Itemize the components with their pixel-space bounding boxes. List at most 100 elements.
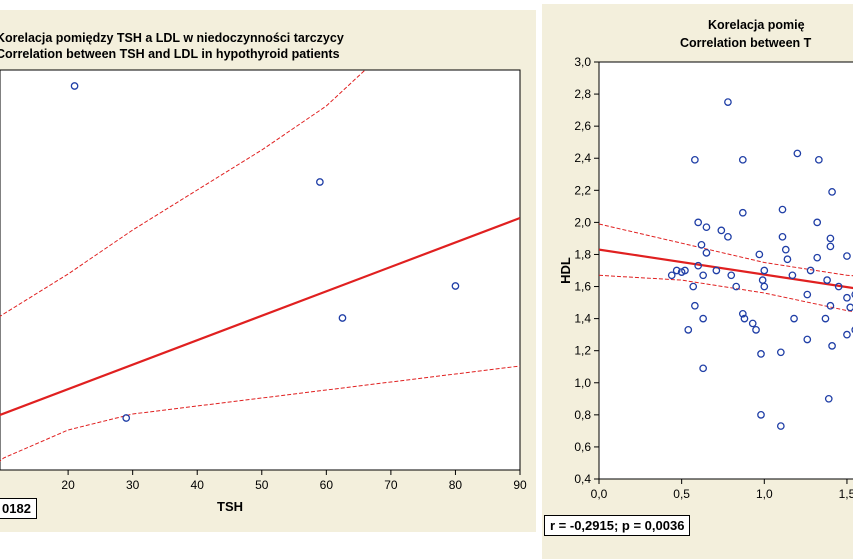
right-data-point [826,301,835,310]
right-data-point [699,314,707,323]
left-confidence-lower [0,365,520,462]
left-data-point [451,282,460,290]
right-confidence-lower [599,274,853,313]
right-data-point [843,252,851,260]
right-data-point [757,350,765,358]
right-data-point [699,364,707,373]
left-chart-panel: Korelacja pomiędzy TSH a LDL w niedoczyn… [0,10,536,532]
left-x-tick-label: 20 [61,478,75,492]
right-data-point [843,293,851,302]
right-data-point [738,208,747,217]
right-y-tick-label: 1,0 [574,376,591,390]
left-x-tick-label: 40 [191,478,205,492]
right-plot-area [598,61,853,480]
right-data-point [783,255,792,264]
right-data-point [699,271,707,280]
right-data-point [813,218,822,227]
right-data-point [828,188,836,196]
right-data-point [672,266,681,275]
right-y-tick-label: 1,8 [574,247,591,261]
right-data-point [834,282,843,291]
right-data-point [788,271,797,280]
left-x-tick-label: 70 [384,478,398,492]
right-data-point [846,303,853,312]
right-data-point [732,282,741,291]
right-data-point [757,410,765,419]
right-data-point [691,155,699,164]
right-data-point [724,98,732,106]
left-stat-box: 0182 [0,498,37,519]
right-data-point [760,282,769,291]
right-y-axis-label: HDL [558,257,573,284]
right-x-tick-label: 1,0 [756,487,773,501]
right-data-point [691,301,699,310]
right-data-point [851,326,853,333]
right-chart-title-line2: Correlation between T [680,36,812,50]
right-data-point [694,218,703,227]
right-data-point [826,234,835,243]
right-regression-line [599,248,853,290]
right-data-point [803,290,812,299]
right-y-tick-label: 1,2 [574,344,591,358]
right-data-point [823,276,831,284]
left-x-tick-label: 60 [320,478,334,492]
left-x-tick-label: 50 [255,478,269,492]
right-x-tick-label: 0,0 [591,487,608,501]
right-data-point [712,266,721,275]
right-x-tick-label: 1,5 [839,487,853,501]
right-data-point [776,348,785,357]
left-x-axis-label: TSH [217,499,243,514]
right-y-tick-label: 2,8 [574,87,591,101]
right-data-point [755,250,764,259]
right-data-point [752,325,760,334]
left-data-point [122,414,131,422]
right-data-point [760,266,769,275]
right-data-point [689,282,698,291]
right-data-point [776,422,785,430]
right-data-point [803,335,812,344]
right-data-point [781,245,790,254]
right-scatter-plot: 0,4 0,6 0,8 1,0 1,2 1,4 1,6 1,8 2,0 2,2 2,4 2,6 2,8 3… [558,55,853,501]
right-data-point [727,271,736,280]
right-y-tick-label: 0,6 [574,440,591,454]
right-data-point [738,155,747,164]
left-regression-line [0,216,520,417]
right-chart-panel: Korelacja pomię Correlation between T 0,… [542,4,853,559]
right-data-point [738,309,747,318]
right-data-point [778,205,787,214]
right-data-point [681,266,689,275]
right-y-tick-label: 3,0 [574,55,591,69]
right-data-point [826,242,835,251]
right-y-tick-label: 2,2 [574,183,591,197]
left-x-tick-label: 30 [126,478,140,492]
right-data-point [814,155,823,164]
left-plot-area [0,69,521,471]
left-data-point [338,314,347,322]
right-data-point [806,266,815,275]
right-data-point [843,330,851,339]
right-chart-title-line1: Korelacja pomię [708,18,805,32]
right-confidence-upper [599,223,853,277]
right-data-point [697,240,706,249]
left-data-point [70,82,79,90]
right-data-point [813,253,822,262]
left-x-tick-label: 80 [449,478,463,492]
right-data-point [790,314,798,323]
left-scatter-plot: 02030405060708090TSH [0,69,527,514]
right-data-point [740,314,749,323]
left-x-tick-label: 90 [513,478,527,492]
right-stat-box: r = -0,2915; p = 0,0036 [544,515,691,536]
right-data-point [821,314,830,323]
right-data-point [694,261,703,270]
right-data-point [793,149,802,158]
left-data-point [316,178,324,186]
right-data-point [684,325,693,334]
right-y-tick-label: 1,4 [574,312,591,326]
right-data-point [702,223,711,232]
left-confidence-upper [0,70,366,318]
right-data-point [748,319,757,328]
right-data-point [702,249,711,257]
right-data-point [717,226,726,235]
right-data-point [724,232,732,241]
right-y-tick-label: 0,4 [574,472,591,486]
